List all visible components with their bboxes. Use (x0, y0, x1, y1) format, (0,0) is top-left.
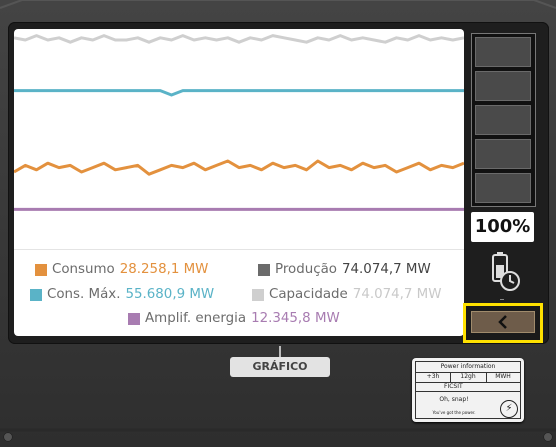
battery-cells (471, 33, 536, 207)
legend-capacity-swatch (252, 288, 264, 301)
battery-cell (475, 105, 531, 135)
sticker-frame: Power information +3h 12gh MWH FICSIT Oh… (415, 361, 521, 419)
sticker-brand: FICSIT (416, 382, 520, 392)
legend-max-consumption-label: Cons. Máx. (47, 287, 121, 302)
battery-panel: 100% (468, 29, 543, 336)
battery-cell (475, 139, 531, 169)
series-line-capacidade (14, 34, 464, 44)
series-line-cons-m-x- (14, 89, 464, 97)
legend-consumption-label: Consumo (52, 262, 115, 277)
legend-power-shard-label: Amplif. energia (145, 311, 247, 326)
legend-production-label: Produção (275, 262, 337, 277)
legend-max-consumption-swatch (30, 288, 42, 301)
battery-timer-icon (492, 252, 520, 291)
legend-capacity: Capacidade 74.074,7 MW (252, 287, 441, 302)
legend-consumption: Consumo 28.258,1 MW (35, 262, 208, 277)
lightning-icon: ⚡ (500, 400, 518, 418)
battery-cell (475, 173, 531, 203)
tab-connector (279, 346, 281, 357)
rivet-right (543, 432, 553, 442)
battery-cell (475, 37, 531, 67)
graph-area: Consumo 28.258,1 MW Produção 74.074,7 MW… (14, 29, 464, 336)
legend-power-shard-swatch (128, 312, 140, 325)
legend-power-shard: Amplif. energia 12.345,8 MW (128, 311, 340, 326)
chart-legend: Consumo 28.258,1 MW Produção 74.074,7 MW… (14, 249, 464, 336)
sticker-footer: You've got the power. (432, 410, 476, 415)
power-chart (14, 34, 464, 211)
legend-production-swatch (258, 263, 270, 276)
legend-production: Produção 74.074,7 MW (258, 262, 431, 277)
battery-percent: 100% (471, 212, 534, 242)
sticker-col2: 12gh (450, 372, 487, 382)
legend-max-consumption: Cons. Máx. 55.680,9 MW (30, 287, 214, 302)
power-info-sticker: Power information +3h 12gh MWH FICSIT Oh… (412, 358, 524, 422)
legend-capacity-value: 74.074,7 MW (352, 287, 442, 302)
sticker-col1: +3h (416, 372, 451, 382)
tab-graph[interactable]: GRÁFICO (230, 357, 330, 377)
battery-divider (500, 299, 504, 300)
collapse-button-highlight (463, 303, 543, 343)
legend-consumption-value: 28.258,1 MW (119, 262, 209, 277)
chevron-left-icon (498, 315, 507, 329)
sticker-col3: MWH (495, 373, 511, 380)
legend-capacity-label: Capacidade (269, 287, 348, 302)
series-line-consumo (14, 159, 464, 176)
rivet-left (3, 432, 13, 442)
legend-max-consumption-value: 55.680,9 MW (125, 287, 215, 302)
legend-power-shard-value: 12.345,8 MW (251, 311, 340, 326)
legend-consumption-swatch (35, 263, 47, 276)
sticker-message: Oh, snap! (439, 396, 469, 403)
sticker-columns: +3h 12gh MWH (416, 372, 520, 383)
sticker-brand-text: FICSIT (444, 383, 463, 390)
collapse-button[interactable] (471, 311, 535, 333)
battery-cell (475, 71, 531, 101)
sticker-title: Power information (416, 362, 520, 373)
legend-production-value: 74.074,7 MW (342, 262, 431, 277)
